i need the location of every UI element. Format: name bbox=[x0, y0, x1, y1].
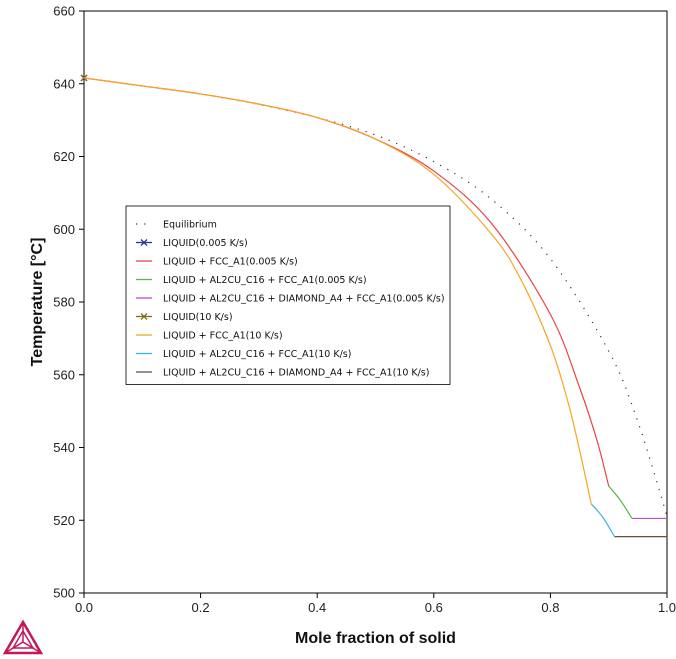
legend-item: LIQUID + AL2CU_C16 + FCC_A1(0.005 K/s) bbox=[136, 275, 367, 286]
legend-label: LIQUID + FCC_A1(0.005 K/s) bbox=[163, 257, 298, 268]
series-liquid-al2cu-c16-fcc-a1-10-k-s bbox=[590, 503, 616, 537]
y-axis-title: Temperature [°C] bbox=[29, 238, 46, 367]
legend-item: LIQUID + FCC_A1(10 K/s) bbox=[136, 331, 283, 342]
logo-line bbox=[22, 641, 42, 654]
legend-label: Equilibrium bbox=[163, 220, 217, 231]
plot-area bbox=[80, 10, 668, 594]
y-tick-label: 620 bbox=[53, 149, 75, 164]
x-axis-title: Mole fraction of solid bbox=[295, 630, 456, 647]
series-equilibrium bbox=[83, 77, 668, 517]
legend-item: Equilibrium bbox=[136, 220, 217, 231]
y-tick-label: 580 bbox=[53, 295, 75, 310]
series-liquid-fcc-a1-10-k-s bbox=[83, 77, 592, 505]
legend-label: LIQUID + AL2CU_C16 + DIAMOND_A4 + FCC_A1… bbox=[163, 368, 429, 379]
x-tick-label: 1.0 bbox=[658, 600, 676, 615]
y-tick-label: 560 bbox=[53, 367, 75, 382]
legend-label: LIQUID(10 K/s) bbox=[163, 312, 233, 323]
x-tick-label: 0.2 bbox=[192, 600, 210, 615]
legend-item: LIQUID + AL2CU_C16 + DIAMOND_A4 + FCC_A1… bbox=[136, 368, 429, 379]
y-tick-label: 660 bbox=[53, 4, 75, 19]
y-axis: 500 520 540 560 580 600 620 640 660 bbox=[53, 4, 84, 601]
x-axis: 0.0 0.2 0.4 0.6 0.8 1.0 bbox=[75, 593, 676, 615]
legend-label: LIQUID(0.005 K/s) bbox=[163, 238, 248, 249]
legend: Equilibrium LIQUID(0.005 K/s) LIQUID + FCC… bbox=[125, 205, 451, 385]
legend-label: LIQUID + FCC_A1(10 K/s) bbox=[163, 331, 283, 342]
legend-item: LIQUID + AL2CU_C16 + DIAMOND_A4 + FCC_A1… bbox=[136, 294, 445, 305]
series-liquid-al2cu-c16-fcc-a1-0-005-k-s bbox=[608, 485, 633, 519]
legend-label: LIQUID + AL2CU_C16 + DIAMOND_A4 + FCC_A1… bbox=[163, 294, 445, 305]
x-tick-label: 0.4 bbox=[308, 600, 326, 615]
legend-label: LIQUID + AL2CU_C16 + FCC_A1(0.005 K/s) bbox=[163, 275, 367, 286]
legend-item: LIQUID(10 K/s) bbox=[136, 312, 233, 323]
logo-triangle bbox=[2, 619, 44, 655]
y-tick-label: 640 bbox=[53, 76, 75, 91]
series-layer bbox=[80, 74, 668, 538]
legend-item: LIQUID + FCC_A1(0.005 K/s) bbox=[136, 257, 298, 268]
y-tick-label: 500 bbox=[53, 586, 75, 601]
y-tick-label: 520 bbox=[53, 513, 75, 528]
thermo-calc-logo bbox=[2, 619, 44, 655]
x-tick-label: 0.0 bbox=[75, 600, 93, 615]
logo-line bbox=[4, 641, 24, 654]
legend-item: LIQUID + AL2CU_C16 + FCC_A1(10 K/s) bbox=[136, 349, 351, 360]
legend-box bbox=[125, 205, 451, 385]
legend-label: LIQUID + AL2CU_C16 + FCC_A1(10 K/s) bbox=[163, 349, 351, 360]
logo-inner-triangle bbox=[11, 629, 35, 649]
legend-item: LIQUID(0.005 K/s) bbox=[136, 238, 248, 249]
y-tick-label: 540 bbox=[53, 440, 75, 455]
x-tick-label: 0.8 bbox=[541, 600, 559, 615]
y-tick-label: 600 bbox=[53, 222, 75, 237]
x-tick-label: 0.6 bbox=[425, 600, 443, 615]
